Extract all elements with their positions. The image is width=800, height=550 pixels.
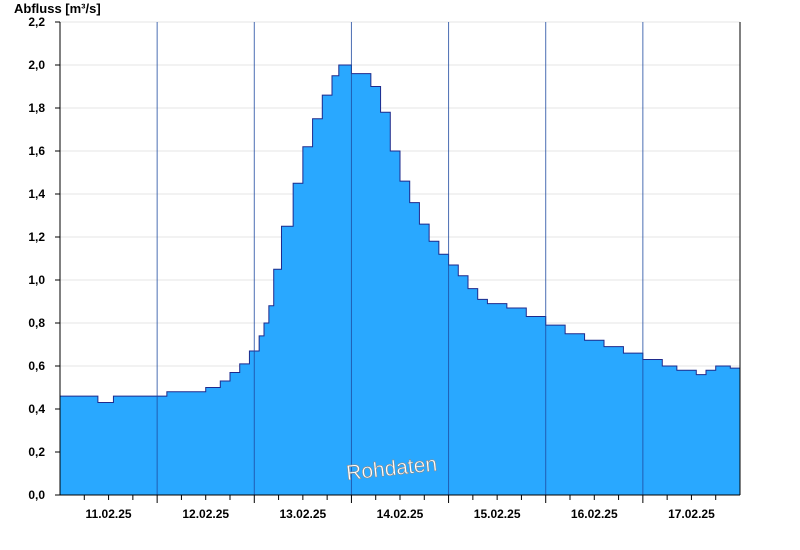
- day-boundary-lines: [156, 22, 644, 495]
- series-layer: [60, 64, 741, 495]
- discharge-area: [60, 65, 740, 495]
- x-tick-label: 16.02.25: [571, 507, 618, 521]
- y-tick-label: 1,6: [28, 144, 45, 158]
- x-tick-label: 15.02.25: [474, 507, 521, 521]
- y-tick-label: 1,4: [28, 187, 45, 201]
- y-tick-label: 1,0: [28, 273, 45, 287]
- y-tick-label: 0,2: [28, 445, 45, 459]
- y-tick-label: 0,8: [28, 316, 45, 330]
- y-tick-label: 1,2: [28, 230, 45, 244]
- y-tick-label: 2,0: [28, 58, 45, 72]
- x-tick-label: 17.02.25: [668, 507, 715, 521]
- y-tick-label: 1,8: [28, 101, 45, 115]
- x-tick-label: 12.02.25: [182, 507, 229, 521]
- y-tick-label: 0,4: [28, 402, 45, 416]
- x-tick-label: 14.02.25: [377, 507, 424, 521]
- y-tick-label: 0,6: [28, 359, 45, 373]
- y-axis-title: Abfluss [m³/s]: [14, 1, 101, 16]
- discharge-line: [60, 64, 741, 404]
- x-axis: 11.02.25 12.02.25 13.02.25 14.02.25 15.02.25…: [83, 495, 717, 521]
- x-tick-label: 11.02.25: [86, 507, 132, 521]
- y-axis: 0,0 0,2 0,4 0,6 0,8 1,0 1,2 1,4 1,6 1,8 2,0 2,2: [28, 15, 60, 502]
- x-tick-label: 13.02.25: [279, 507, 326, 521]
- y-tick-label: 0,0: [28, 488, 45, 502]
- y-tick-label: 2,2: [28, 15, 45, 29]
